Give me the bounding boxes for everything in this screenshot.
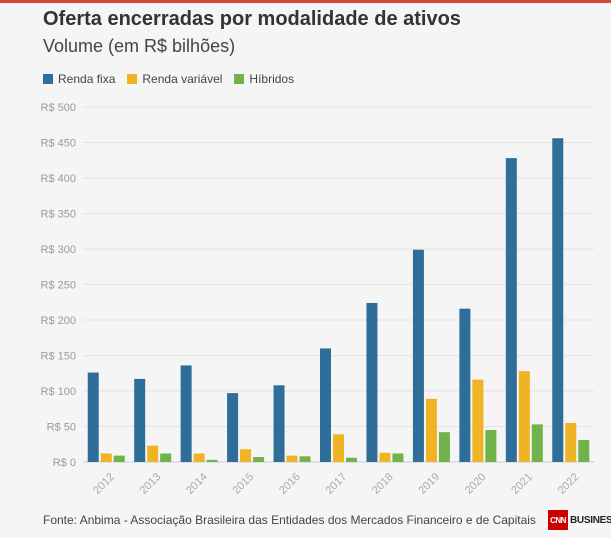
legend-item-renda-variavel: Renda variável [127, 72, 222, 86]
bar-renda-vari-vel [100, 453, 112, 462]
x-tick-label: 2016 [277, 471, 303, 497]
x-tick-label: 2017 [323, 471, 349, 497]
y-tick-label: R$ 50 [47, 422, 76, 434]
logo-box: CNN [548, 510, 568, 530]
legend-item-renda-fixa: Renda fixa [43, 72, 115, 86]
chart-subtitle: Volume (em R$ bilhões) [43, 36, 236, 56]
y-tick-label: R$ 100 [41, 386, 76, 398]
bar-renda-fixa [505, 158, 517, 462]
top-accent-line [0, 0, 611, 3]
bar-h-bridos [206, 459, 218, 462]
y-tick-label: R$ 500 [41, 102, 76, 114]
bar-h-bridos [113, 455, 125, 462]
bar-h-bridos [160, 453, 172, 462]
source-note: Fonte: Anbima - Associação Brasileira da… [43, 513, 536, 527]
y-tick-label: R$ 450 [41, 138, 76, 150]
x-tick-label: 2020 [463, 471, 489, 497]
bar-h-bridos [578, 439, 590, 462]
bar-renda-fixa [320, 348, 331, 462]
bar-renda-vari-vel [518, 371, 530, 462]
legend-label-renda-fixa: Renda fixa [58, 72, 116, 86]
bar-renda-fixa [87, 372, 99, 462]
bar-renda-vari-vel [333, 434, 344, 462]
bar-renda-vari-vel [193, 453, 205, 462]
x-tick-label: 2015 [231, 471, 257, 497]
y-tick-label: R$ 0 [53, 457, 76, 469]
y-tick-label: R$ 200 [41, 315, 76, 327]
bar-h-bridos [299, 456, 311, 462]
bar-renda-vari-vel [565, 422, 577, 462]
bar-renda-vari-vel [147, 445, 159, 462]
x-tick-label: 2018 [370, 471, 396, 497]
y-tick-label: R$ 350 [41, 209, 76, 221]
y-tick-label: R$ 150 [41, 351, 76, 363]
bar-renda-fixa [134, 378, 146, 462]
bar-renda-vari-vel [472, 379, 484, 462]
logo-text: BUSINESS [570, 514, 611, 526]
bar-renda-fixa [273, 385, 285, 462]
y-tick-label: R$ 300 [41, 244, 76, 256]
bar-renda-vari-vel [425, 398, 437, 462]
bar-h-bridos [438, 432, 450, 462]
bar-h-bridos [531, 424, 543, 462]
bar-renda-fixa [227, 393, 239, 462]
x-tick-label: 2022 [556, 471, 582, 497]
legend-swatch-renda-variavel [127, 74, 138, 84]
bar-h-bridos [253, 457, 265, 462]
legend-label-hibridos: Híbridos [249, 72, 295, 86]
legend-swatch-renda-fixa [43, 74, 53, 84]
cnn-business-logo: CNN BUSINESS [548, 510, 611, 530]
bar-renda-fixa [366, 302, 378, 462]
chart-legend: Renda fixa Renda variável Híbridos [43, 71, 306, 87]
bar-h-bridos [392, 453, 404, 462]
x-tick-label: 2021 [509, 471, 535, 497]
legend-item-hibridos: Híbridos [234, 72, 294, 86]
bar-h-bridos [485, 430, 497, 462]
y-tick-label: R$ 400 [41, 173, 76, 185]
x-tick-label: 2014 [184, 471, 210, 497]
x-tick-label: 2013 [138, 471, 164, 497]
bar-renda-fixa [412, 249, 424, 462]
bar-renda-vari-vel [379, 452, 391, 462]
legend-swatch-hibridos [234, 74, 245, 84]
x-tick-label: 2012 [91, 471, 117, 497]
bar-h-bridos [346, 457, 357, 462]
bar-renda-fixa [180, 365, 192, 462]
bar-renda-vari-vel [286, 455, 298, 462]
bar-renda-fixa [552, 138, 564, 463]
legend-label-renda-variavel: Renda variável [142, 72, 223, 86]
chart-title: Oferta encerradas por modalidade de ativ… [43, 8, 461, 30]
bar-renda-fixa [459, 308, 471, 462]
y-tick-label: R$ 250 [41, 280, 76, 292]
bar-renda-vari-vel [240, 449, 252, 462]
x-tick-label: 2019 [416, 471, 442, 497]
